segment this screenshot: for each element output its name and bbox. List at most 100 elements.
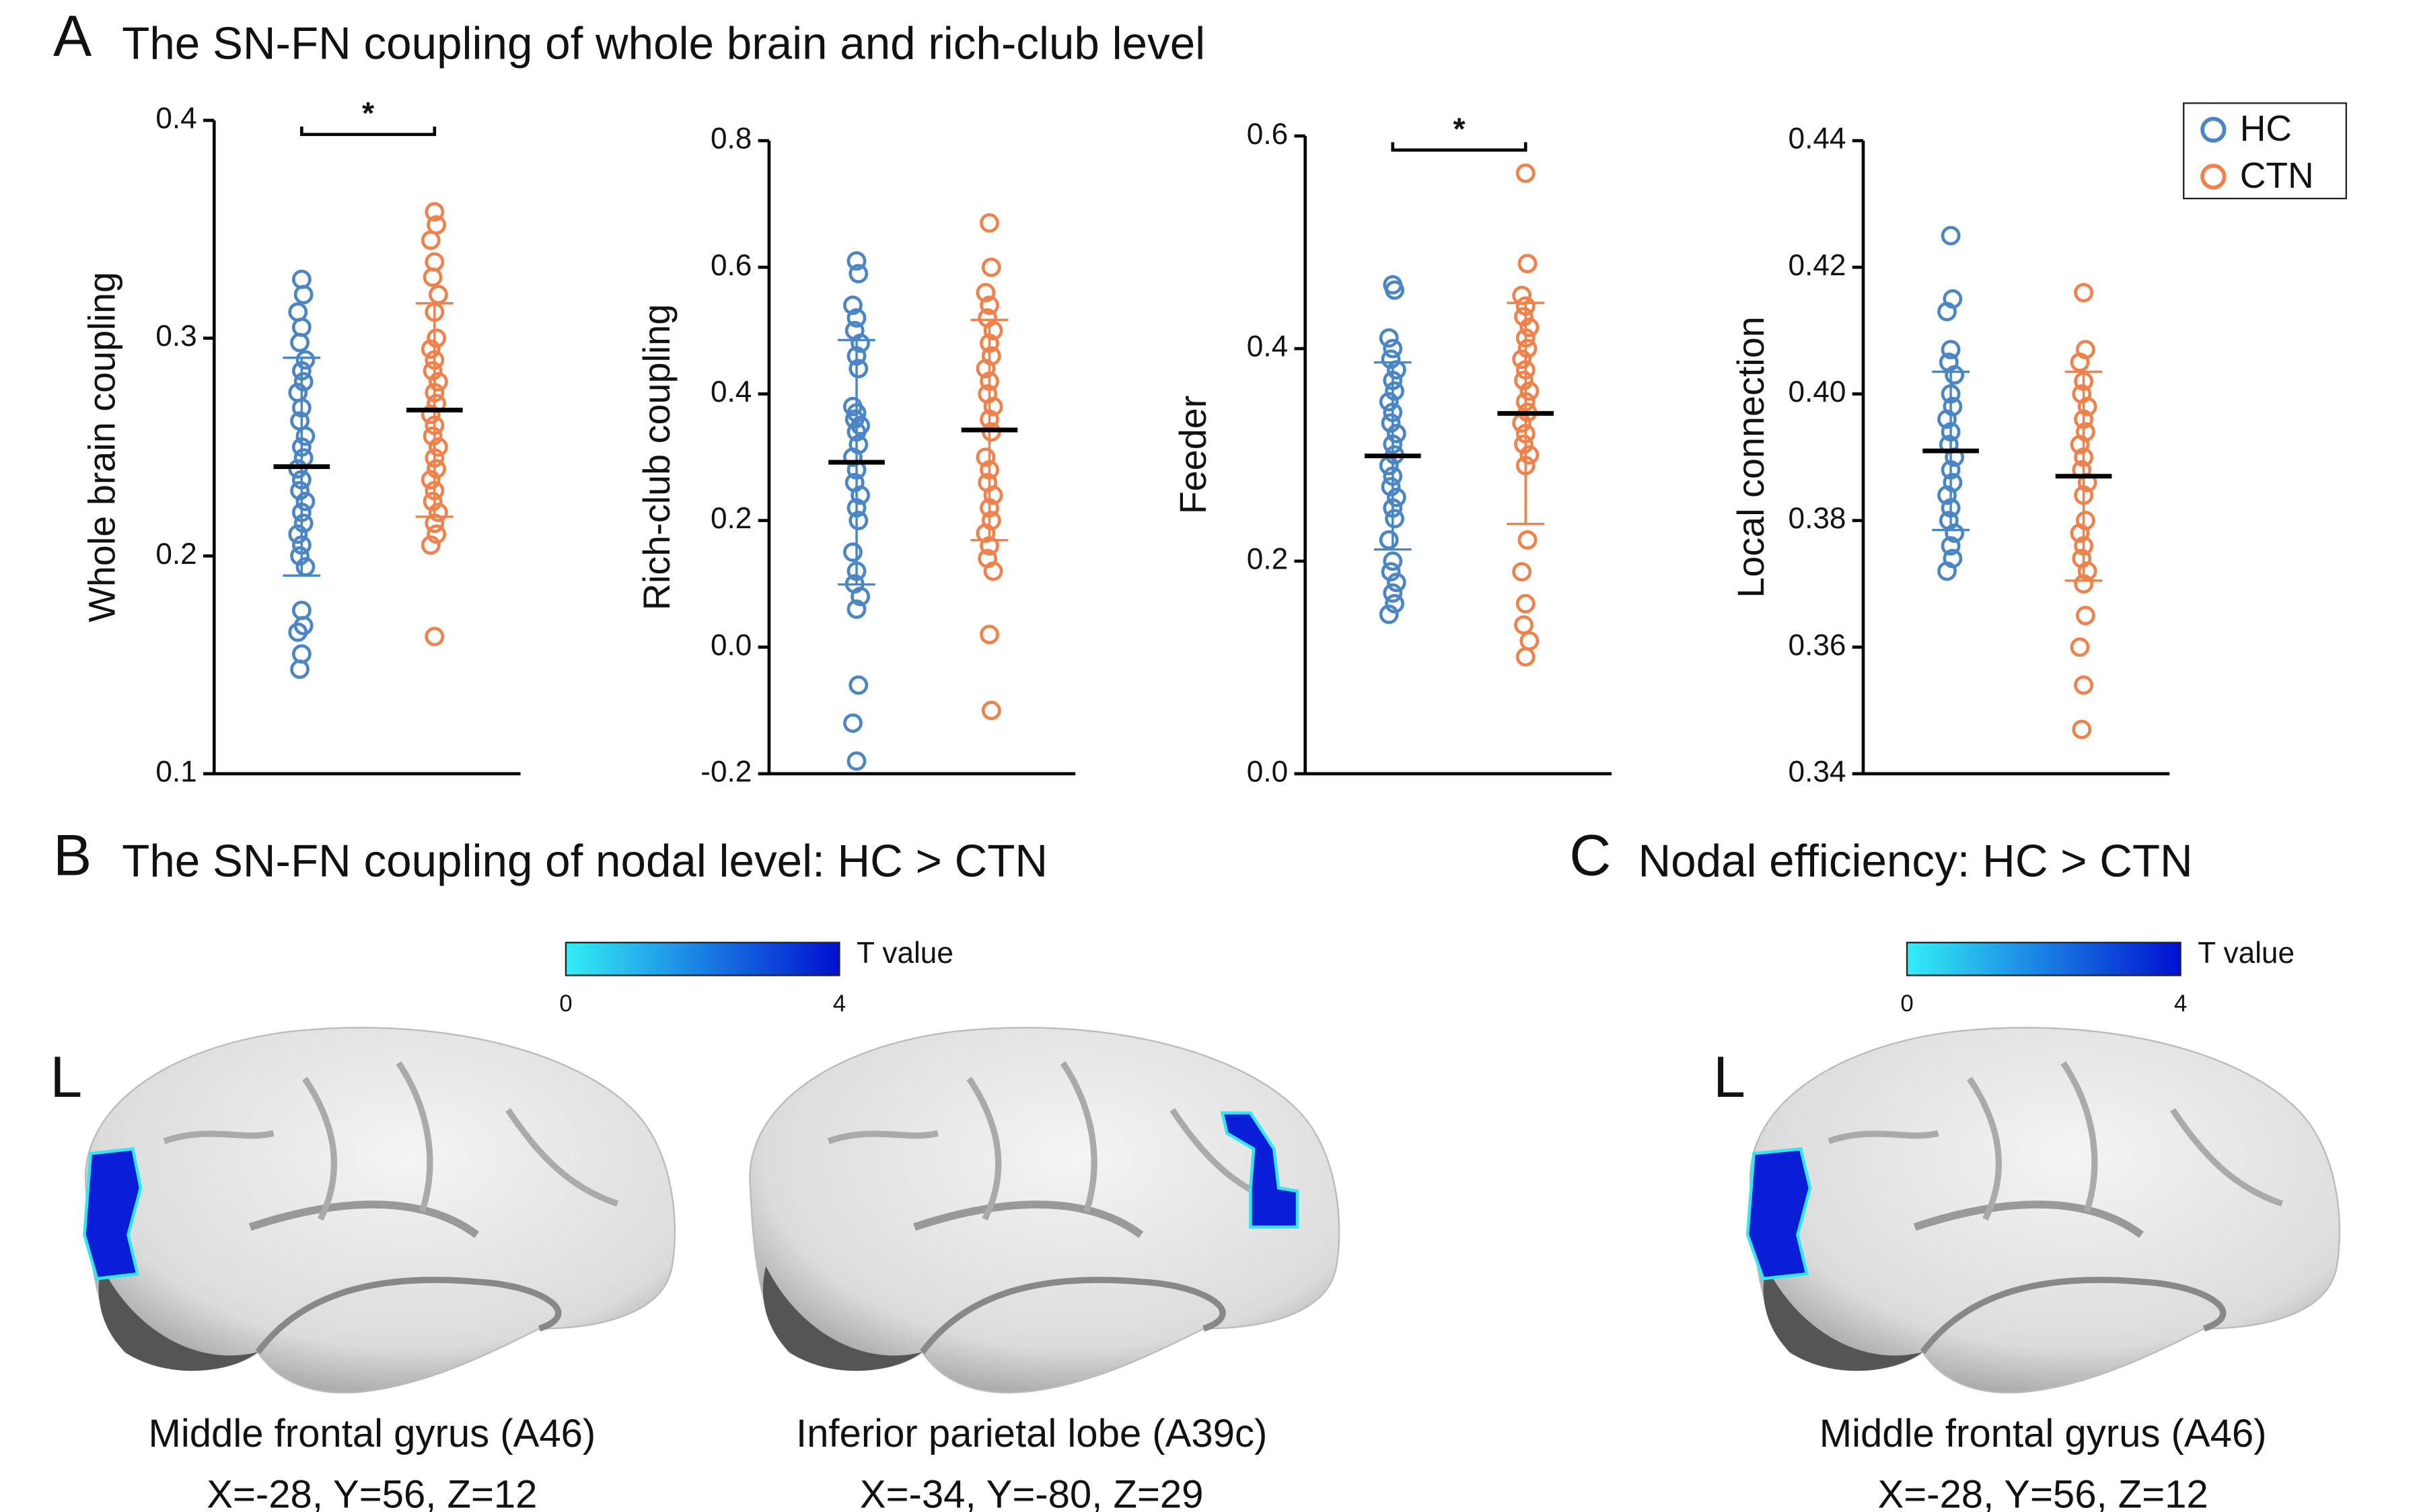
data-point — [849, 359, 869, 379]
data-point — [1385, 381, 1404, 401]
data-point — [980, 213, 999, 233]
data-point — [1941, 225, 1961, 246]
data-point — [849, 264, 869, 284]
data-point — [1945, 365, 1965, 385]
data-point — [1383, 551, 1403, 571]
data-point — [1385, 593, 1404, 614]
data-point — [1517, 530, 1538, 550]
data-point — [290, 480, 310, 501]
data-point — [846, 599, 867, 619]
data-point — [295, 350, 316, 370]
y-tick-label: 0.0 — [1247, 756, 1288, 789]
data-point — [1514, 307, 1534, 327]
y-axis-label: Whole brain coupling — [81, 272, 122, 622]
data-point — [1379, 328, 1399, 348]
significance-bracket — [300, 127, 437, 137]
y-tick-label: 0.4 — [155, 102, 196, 135]
y-tick-label: 0.34 — [1789, 756, 1846, 789]
data-point — [427, 328, 446, 348]
data-point — [293, 371, 314, 392]
y-tick-label: 0.0 — [711, 628, 752, 661]
data-point — [1937, 485, 1957, 505]
y-tick-label: 0.38 — [1789, 502, 1846, 535]
data-point — [288, 524, 308, 544]
brain-surface — [85, 1028, 675, 1392]
data-point — [290, 546, 310, 566]
colorbar-min: 0 — [559, 991, 572, 1017]
data-point — [1385, 509, 1404, 529]
data-point — [1519, 631, 1540, 651]
y-tick-label: 0.42 — [1789, 249, 1846, 282]
data-point — [293, 513, 314, 534]
data-point — [421, 470, 441, 490]
data-point — [846, 308, 867, 328]
colorbar-max: 4 — [2174, 991, 2187, 1017]
data-point — [1512, 562, 1532, 582]
data-point — [2070, 523, 2090, 543]
data-point — [846, 751, 867, 771]
data-point — [423, 361, 443, 381]
region-label: Middle frontal gyrus (A46) — [148, 1412, 596, 1455]
data-point — [291, 269, 312, 289]
data-point — [1512, 349, 1532, 369]
data-point — [2074, 283, 2093, 303]
data-point — [1386, 423, 1406, 443]
significance-bracket — [1391, 142, 1527, 152]
y-tick-label: 0.36 — [1789, 628, 1846, 661]
data-point — [983, 561, 1003, 581]
data-point — [983, 320, 1003, 340]
data-point — [427, 459, 446, 479]
data-point — [1386, 573, 1406, 592]
y-axis-label: Local connection — [1730, 316, 1772, 598]
hemisphere-label: L — [50, 1045, 82, 1110]
colorbar — [565, 941, 840, 976]
data-point — [981, 700, 1001, 721]
data-point — [1945, 523, 1965, 543]
data-point — [421, 535, 441, 555]
data-point — [1515, 593, 1536, 614]
panel-letter: B — [53, 823, 92, 888]
colorbar-label: T value — [857, 937, 953, 970]
data-point — [846, 251, 867, 271]
data-point — [1512, 285, 1532, 305]
colorbar-max: 4 — [833, 991, 846, 1017]
data-point — [1517, 338, 1538, 359]
data-point — [288, 302, 308, 322]
data-point — [1386, 487, 1406, 507]
data-point — [423, 426, 443, 446]
panel-title: Nodal efficiency: HC > CTN — [1638, 836, 2192, 886]
brain-surface — [1750, 1028, 2340, 1392]
data-point — [295, 426, 316, 446]
data-point — [2070, 435, 2090, 455]
legend-marker — [2200, 164, 2227, 190]
data-point — [1519, 445, 1540, 465]
data-point — [421, 230, 441, 250]
data-point — [983, 485, 1003, 505]
y-tick-label: 0.6 — [711, 249, 752, 282]
data-point — [291, 600, 312, 620]
data-point — [1381, 562, 1401, 582]
y-tick-label: 0.8 — [711, 122, 752, 155]
region-label: Inferior parietal lobe (A39c) — [796, 1412, 1267, 1455]
coordinates: X=-28, Y=56, Z=12 — [207, 1473, 537, 1512]
data-point — [1514, 615, 1534, 635]
legend-label: HC — [2240, 109, 2292, 149]
coordinates: X=-34, Y=-80, Z=29 — [860, 1473, 1204, 1512]
data-point — [851, 485, 870, 505]
data-point — [2074, 675, 2093, 695]
data-point — [843, 295, 863, 316]
data-point — [1379, 604, 1399, 624]
legend-label: CTN — [2240, 156, 2314, 196]
data-point — [1519, 381, 1540, 401]
y-tick-label: 0.3 — [155, 320, 196, 353]
data-point — [1937, 301, 1957, 322]
data-point — [425, 202, 445, 222]
data-point — [1515, 647, 1536, 667]
data-point — [849, 511, 869, 530]
data-point — [1937, 561, 1957, 581]
data-point — [983, 396, 1003, 417]
panel-title: The SN-FN coupling of nodal level: HC > … — [122, 836, 1048, 886]
data-point — [2072, 719, 2092, 740]
data-point — [295, 491, 316, 511]
